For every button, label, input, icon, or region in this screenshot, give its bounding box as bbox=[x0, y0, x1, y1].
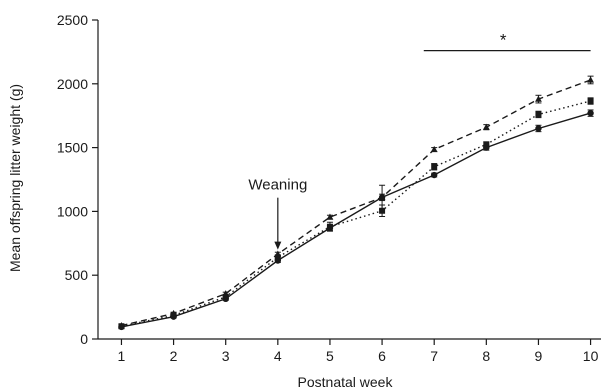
x-tick-label: 4 bbox=[274, 348, 282, 364]
x-tick-label: 6 bbox=[378, 348, 386, 364]
data-point-triangle bbox=[430, 145, 438, 153]
y-tick-label: 0 bbox=[80, 331, 88, 347]
y-tick-label: 1000 bbox=[57, 203, 88, 219]
x-tick-label: 3 bbox=[222, 348, 230, 364]
data-point-triangle bbox=[535, 95, 542, 102]
y-axis-title: Mean offspring litter weight (g) bbox=[7, 84, 23, 272]
data-point-triangle bbox=[587, 76, 594, 83]
x-tick-label: 7 bbox=[430, 348, 438, 364]
data-point-square bbox=[535, 111, 542, 118]
data-point-square bbox=[379, 207, 386, 214]
x-tick-label: 1 bbox=[118, 348, 126, 364]
weaning-label: Weaning bbox=[248, 177, 307, 194]
axes bbox=[97, 20, 601, 340]
y-ticks: 0 500 1000 1500 2000 2500 bbox=[57, 12, 98, 347]
data-point-square bbox=[431, 163, 438, 170]
data-point-triangle bbox=[118, 322, 125, 329]
x-tick-label: 10 bbox=[583, 348, 599, 364]
data-point-circle bbox=[587, 109, 594, 117]
y-tick-label: 500 bbox=[65, 267, 89, 283]
series-layer bbox=[118, 75, 594, 331]
series-line bbox=[121, 112, 591, 328]
data-point-triangle bbox=[274, 250, 282, 257]
x-axis-title: Postnatal week bbox=[298, 374, 394, 390]
data-point-triangle bbox=[170, 309, 177, 317]
data-point-square bbox=[222, 293, 229, 300]
series-solid bbox=[118, 109, 594, 331]
x-ticks: 1 2 3 4 5 6 7 8 9 10 bbox=[118, 339, 599, 364]
data-point-triangle bbox=[482, 123, 490, 130]
series-line bbox=[121, 100, 591, 327]
y-tick-label: 1500 bbox=[57, 140, 88, 156]
series-dotted bbox=[118, 97, 594, 330]
significance-star: * bbox=[500, 31, 507, 50]
y-tick-label: 2000 bbox=[57, 76, 88, 92]
data-point-circle bbox=[431, 171, 438, 179]
y-tick-label: 2500 bbox=[57, 12, 88, 28]
x-tick-label: 9 bbox=[535, 348, 543, 364]
data-point-square bbox=[274, 254, 281, 261]
series-dashed bbox=[118, 75, 594, 329]
series-line bbox=[121, 79, 591, 327]
x-tick-label: 2 bbox=[170, 348, 178, 364]
data-point-square bbox=[587, 98, 594, 105]
annotations: Weaning * bbox=[248, 31, 591, 250]
data-point-square bbox=[483, 141, 490, 148]
data-point-circle bbox=[535, 125, 542, 132]
weaning-arrow-head bbox=[274, 241, 282, 250]
x-tick-label: 5 bbox=[326, 348, 334, 364]
data-point-triangle bbox=[222, 290, 230, 297]
x-tick-label: 8 bbox=[482, 348, 490, 364]
data-point-triangle bbox=[378, 193, 386, 200]
data-point-square bbox=[326, 223, 333, 230]
data-point-triangle bbox=[326, 213, 334, 220]
